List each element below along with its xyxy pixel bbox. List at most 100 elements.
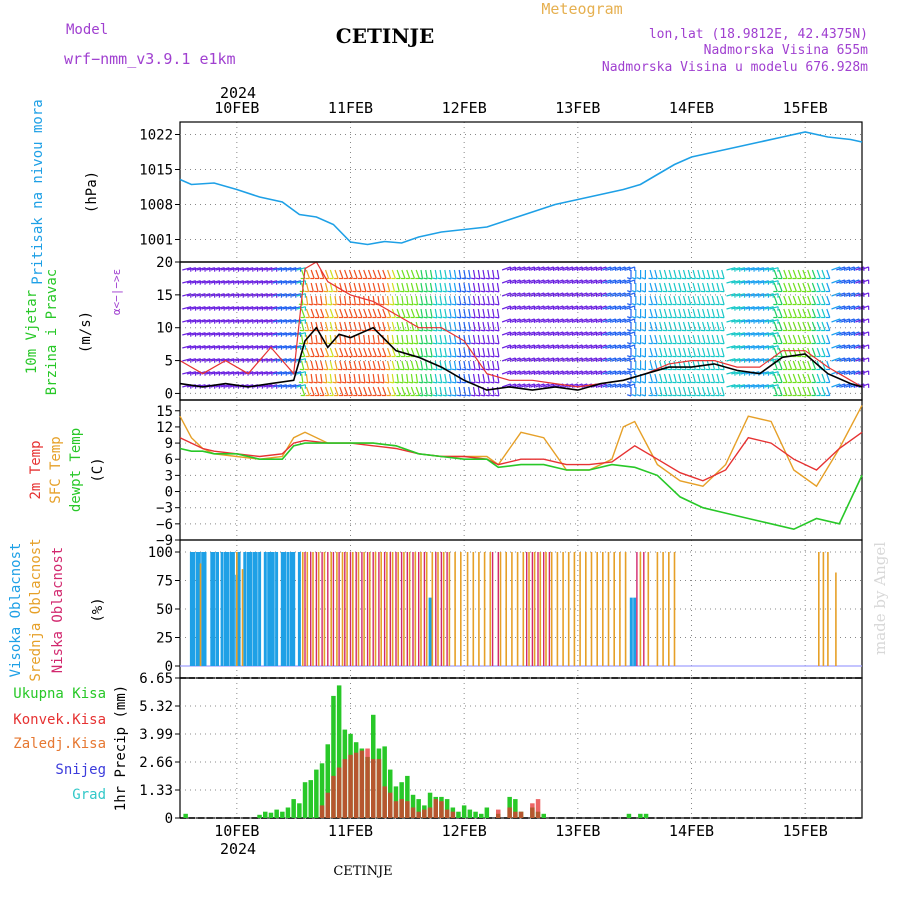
total-precip-bar	[314, 769, 319, 818]
wind-barb	[511, 370, 521, 375]
wind-barb-flag	[432, 342, 438, 345]
wind-barb-flag	[485, 394, 490, 397]
wind-barb	[387, 347, 392, 357]
wind-barb	[244, 306, 254, 310]
wind-barb	[673, 321, 677, 331]
wind-barb	[239, 358, 249, 362]
total-precip-bar	[308, 780, 313, 818]
wind-barb	[540, 383, 550, 388]
wind-barb	[654, 282, 658, 292]
wind-barb-flag	[466, 368, 471, 371]
wind-barb	[401, 386, 406, 396]
wind-barb	[850, 357, 860, 362]
wind-barb	[387, 282, 391, 292]
wind-barb	[668, 373, 673, 383]
wind-barb	[587, 370, 597, 375]
wind-barb	[201, 306, 211, 310]
wind-barb	[377, 347, 382, 357]
wind-barb-flag	[641, 342, 646, 345]
pressure-unit: (hPa)	[84, 171, 100, 213]
wind-barb-flag	[466, 329, 471, 332]
wind-barb	[196, 267, 206, 271]
wind-barb	[692, 347, 696, 357]
wind-barb	[764, 293, 774, 297]
temp-unit: (C)	[90, 457, 106, 482]
wind-barb	[449, 321, 452, 332]
wind-barb	[496, 373, 500, 383]
wind-barb-flag	[627, 290, 632, 293]
wind-barb	[196, 306, 206, 310]
wind-barb	[458, 347, 462, 357]
wind-barb	[606, 344, 616, 349]
wind-barb-flag	[490, 290, 495, 293]
wind-barb	[387, 321, 391, 331]
wind-barb	[429, 321, 433, 332]
wind-barb	[845, 344, 855, 349]
wind-barb	[773, 269, 778, 279]
wind-barb	[573, 266, 583, 271]
wind-barb	[492, 347, 495, 357]
wind-barb	[487, 269, 490, 280]
wind-barb-flag	[627, 355, 632, 358]
cloud-ylabel-high: Visoka Oblacnost	[8, 543, 24, 678]
wind-barb-flag	[466, 303, 471, 306]
wind-barb	[845, 357, 855, 362]
wind-barb	[367, 269, 373, 279]
y-tick-label: 0	[165, 485, 173, 501]
wind-barb	[788, 347, 793, 357]
y-tick-label: 1.33	[139, 783, 173, 799]
wind-barb-flag	[461, 355, 466, 358]
wind-barb	[826, 269, 831, 279]
wind-barb	[821, 295, 826, 305]
wind-barb	[626, 305, 635, 310]
wind-barb	[391, 282, 396, 292]
wind-barb-flag	[490, 303, 495, 306]
wind-barb	[324, 295, 328, 305]
wind-barb	[649, 269, 654, 279]
wind-barb-flag	[432, 355, 438, 358]
total-precip-bar	[416, 799, 421, 818]
conv-precip-bar	[444, 809, 450, 818]
wind-barb	[205, 371, 215, 375]
wind-barb	[329, 308, 334, 318]
wind-barb-flag	[485, 290, 490, 293]
wind-barb	[277, 384, 287, 388]
wind-barb	[821, 347, 826, 357]
wind-barb	[678, 321, 682, 331]
wind-barb	[329, 373, 333, 383]
wind-barb	[463, 321, 467, 332]
wind-barb	[668, 360, 673, 370]
total-precip-bar	[297, 803, 302, 818]
y-tick-label: 15	[156, 404, 173, 420]
wind-barb	[215, 371, 225, 375]
wind-barb	[215, 358, 225, 362]
wind-barb	[186, 306, 196, 310]
wind-barb-flag	[346, 303, 351, 306]
wind-barb	[282, 332, 292, 336]
wind-barb	[215, 332, 225, 336]
wind-barb	[649, 282, 654, 292]
wind-barb-flag	[375, 342, 380, 345]
wind-barb	[731, 319, 741, 323]
wind-barb	[468, 386, 471, 397]
wind-barb	[578, 370, 588, 375]
wind-barb-flag	[480, 316, 485, 319]
wind-barb	[745, 384, 755, 388]
wind-barb	[663, 308, 668, 318]
wind-barb-flag	[418, 329, 423, 332]
total-precip-bar	[331, 695, 336, 818]
wind-barb	[535, 344, 545, 349]
wind-barb	[449, 269, 452, 280]
wind-barb	[563, 318, 573, 323]
wind-barb	[425, 308, 428, 319]
wind-barb	[248, 332, 258, 336]
wind-barb	[420, 334, 424, 344]
wind-barb	[506, 266, 516, 271]
wind-barb	[263, 306, 273, 310]
wind-barb	[329, 269, 334, 279]
wind-barb	[516, 266, 526, 271]
wind-barb	[391, 334, 395, 344]
wind-barb	[229, 345, 239, 349]
wind-barb	[377, 360, 381, 370]
wind-barb	[845, 266, 855, 271]
